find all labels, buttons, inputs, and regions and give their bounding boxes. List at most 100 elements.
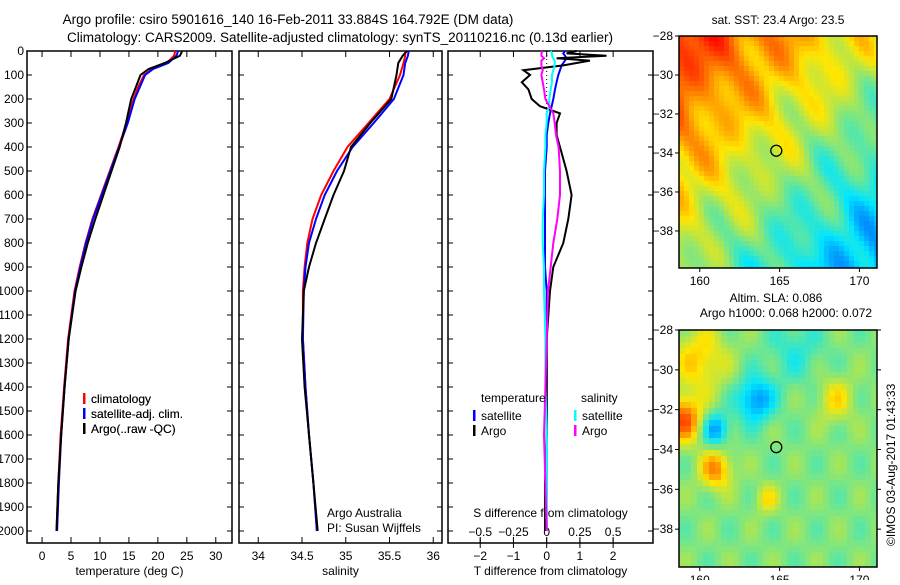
heatmap-cell (694, 101, 699, 106)
lat-tick-label: −32 (653, 107, 674, 121)
heatmap-cell (865, 450, 871, 456)
s-tick-label: −0.5 (468, 525, 492, 539)
heatmap-cell (817, 420, 823, 426)
heatmap-cell (829, 221, 834, 226)
heatmap-cell (804, 171, 809, 176)
heatmap-cell (874, 166, 877, 171)
heatmap-cell (764, 121, 769, 126)
heatmap-cell (733, 366, 739, 372)
heatmap-cell (841, 396, 847, 402)
heatmap-cell (769, 480, 775, 486)
heatmap-cell (829, 56, 834, 61)
y-tick-label: 900 (4, 260, 24, 274)
heatmap-cell (869, 196, 874, 201)
heatmap-cell (703, 546, 709, 552)
heatmap-cell (739, 121, 744, 126)
heatmap-cell (859, 432, 865, 438)
heatmap-cell (829, 126, 834, 131)
heatmap-cell (847, 330, 853, 336)
heatmap-cell (739, 486, 745, 492)
heatmap-cell (834, 66, 839, 71)
heatmap-cell (739, 522, 745, 528)
heatmap-cell (779, 191, 784, 196)
heatmap-cell (834, 91, 839, 96)
heatmap-cell (679, 414, 685, 420)
heatmap-cell (709, 378, 715, 384)
heatmap-cell (779, 111, 784, 116)
heatmap-cell (729, 126, 734, 131)
heatmap-cell (871, 528, 877, 534)
heatmap-cell (814, 191, 819, 196)
heatmap-cell (694, 141, 699, 146)
heatmap-cell (774, 266, 779, 268)
heatmap-cell (809, 211, 814, 216)
heatmap-cell (789, 161, 794, 166)
heatmap-cell (745, 372, 751, 378)
y-tick-label: 1400 (0, 380, 24, 394)
heatmap-cell (763, 558, 769, 564)
heatmap-cell (685, 336, 691, 342)
heatmap-cell (835, 354, 841, 360)
heatmap-cell (847, 564, 853, 567)
heatmap-cell (779, 136, 784, 141)
heatmap-cell (774, 221, 779, 226)
heatmap-cell (794, 151, 799, 156)
heatmap-cell (869, 256, 874, 261)
heatmap-cell (793, 360, 799, 366)
heatmap-cell (759, 66, 764, 71)
heatmap-cell (709, 176, 714, 181)
y-tick-label: 1700 (0, 452, 24, 466)
y-tick-label: 100 (4, 68, 24, 82)
heatmap-cell (874, 151, 877, 156)
heatmap-cell (789, 51, 794, 56)
heatmap-cell (834, 166, 839, 171)
heatmap-cell (739, 402, 745, 408)
heatmap-cell (769, 516, 775, 522)
heatmap-cell (719, 101, 724, 106)
heatmap-cell (685, 414, 691, 420)
heatmap-cell (829, 480, 835, 486)
heatmap-cell (685, 504, 691, 510)
heatmap-cell (835, 468, 841, 474)
heatmap-cell (763, 528, 769, 534)
heatmap-cell (759, 71, 764, 76)
heatmap-cell (703, 348, 709, 354)
heatmap-cell (829, 186, 834, 191)
heatmap-cell (759, 151, 764, 156)
heatmap-cell (684, 161, 689, 166)
heatmap-cell (715, 432, 721, 438)
heatmap-cell (814, 86, 819, 91)
heatmap-cell (679, 146, 684, 151)
heatmap-cell (714, 206, 719, 211)
heatmap-cell (715, 444, 721, 450)
heatmap-cell (824, 36, 829, 41)
heatmap-cell (849, 96, 854, 101)
heatmap-cell (704, 231, 709, 236)
heatmap-cell (779, 266, 784, 268)
x-tick-label: 0 (543, 549, 550, 563)
heatmap-cell (729, 181, 734, 186)
heatmap-cell (805, 528, 811, 534)
heatmap-cell (724, 46, 729, 51)
heatmap-cell (691, 534, 697, 540)
heatmap-cell (733, 540, 739, 546)
y-tick-label: 1000 (0, 284, 24, 298)
heatmap-cell (689, 256, 694, 261)
heatmap-cell (719, 46, 724, 51)
x-tick-label: 0 (39, 549, 46, 563)
heatmap-cell (699, 196, 704, 201)
heatmap-cell (853, 552, 859, 558)
heatmap-cell (764, 161, 769, 166)
heatmap-cell (844, 126, 849, 131)
heatmap-cell (814, 206, 819, 211)
heatmap-cell (679, 390, 685, 396)
heatmap-cell (779, 231, 784, 236)
heatmap-cell (697, 408, 703, 414)
heatmap-cell (835, 456, 841, 462)
legend-label: satellite (481, 409, 522, 423)
heatmap-cell (874, 36, 877, 41)
heatmap-cell (835, 504, 841, 510)
x-axis-label: salinity (322, 564, 359, 578)
heatmap-cell (864, 236, 869, 241)
heatmap-cell (739, 61, 744, 66)
